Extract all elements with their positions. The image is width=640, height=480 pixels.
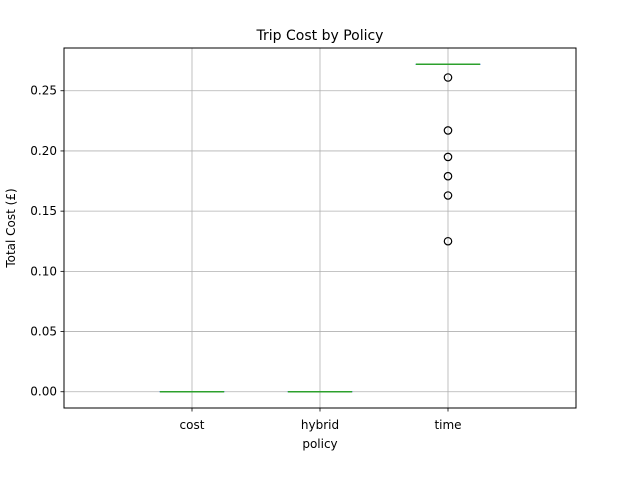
boxes-layer	[159, 63, 481, 393]
outlier-point	[443, 191, 453, 200]
y-axis-label: Total Cost (£)	[4, 188, 18, 268]
y-tick-label: 0.10	[30, 264, 57, 278]
outlier-point	[443, 126, 453, 135]
grid-lines	[64, 48, 576, 408]
outlier-point	[443, 152, 453, 162]
y-tick-label: 0.25	[30, 84, 57, 98]
x-axis: cost hybrid time	[180, 408, 462, 432]
x-tick-label: time	[434, 418, 461, 432]
outlier-point	[443, 73, 453, 82]
x-tick-label: hybrid	[301, 418, 339, 432]
chart-title: Trip Cost by Policy	[256, 28, 384, 44]
outlier-point	[443, 236, 453, 246]
x-tick-label: cost	[180, 418, 205, 432]
y-tick-label: 0.05	[30, 325, 57, 339]
y-tick-label: 0.20	[30, 144, 57, 158]
outlier-point	[443, 171, 453, 181]
y-tick-label: 0.00	[30, 385, 57, 399]
y-tick-label: 0.15	[30, 204, 57, 218]
box-time	[415, 63, 481, 246]
x-axis-label: policy	[302, 437, 337, 451]
y-axis: 0.00 0.05 0.10 0.15 0.20 0.25	[30, 84, 64, 399]
